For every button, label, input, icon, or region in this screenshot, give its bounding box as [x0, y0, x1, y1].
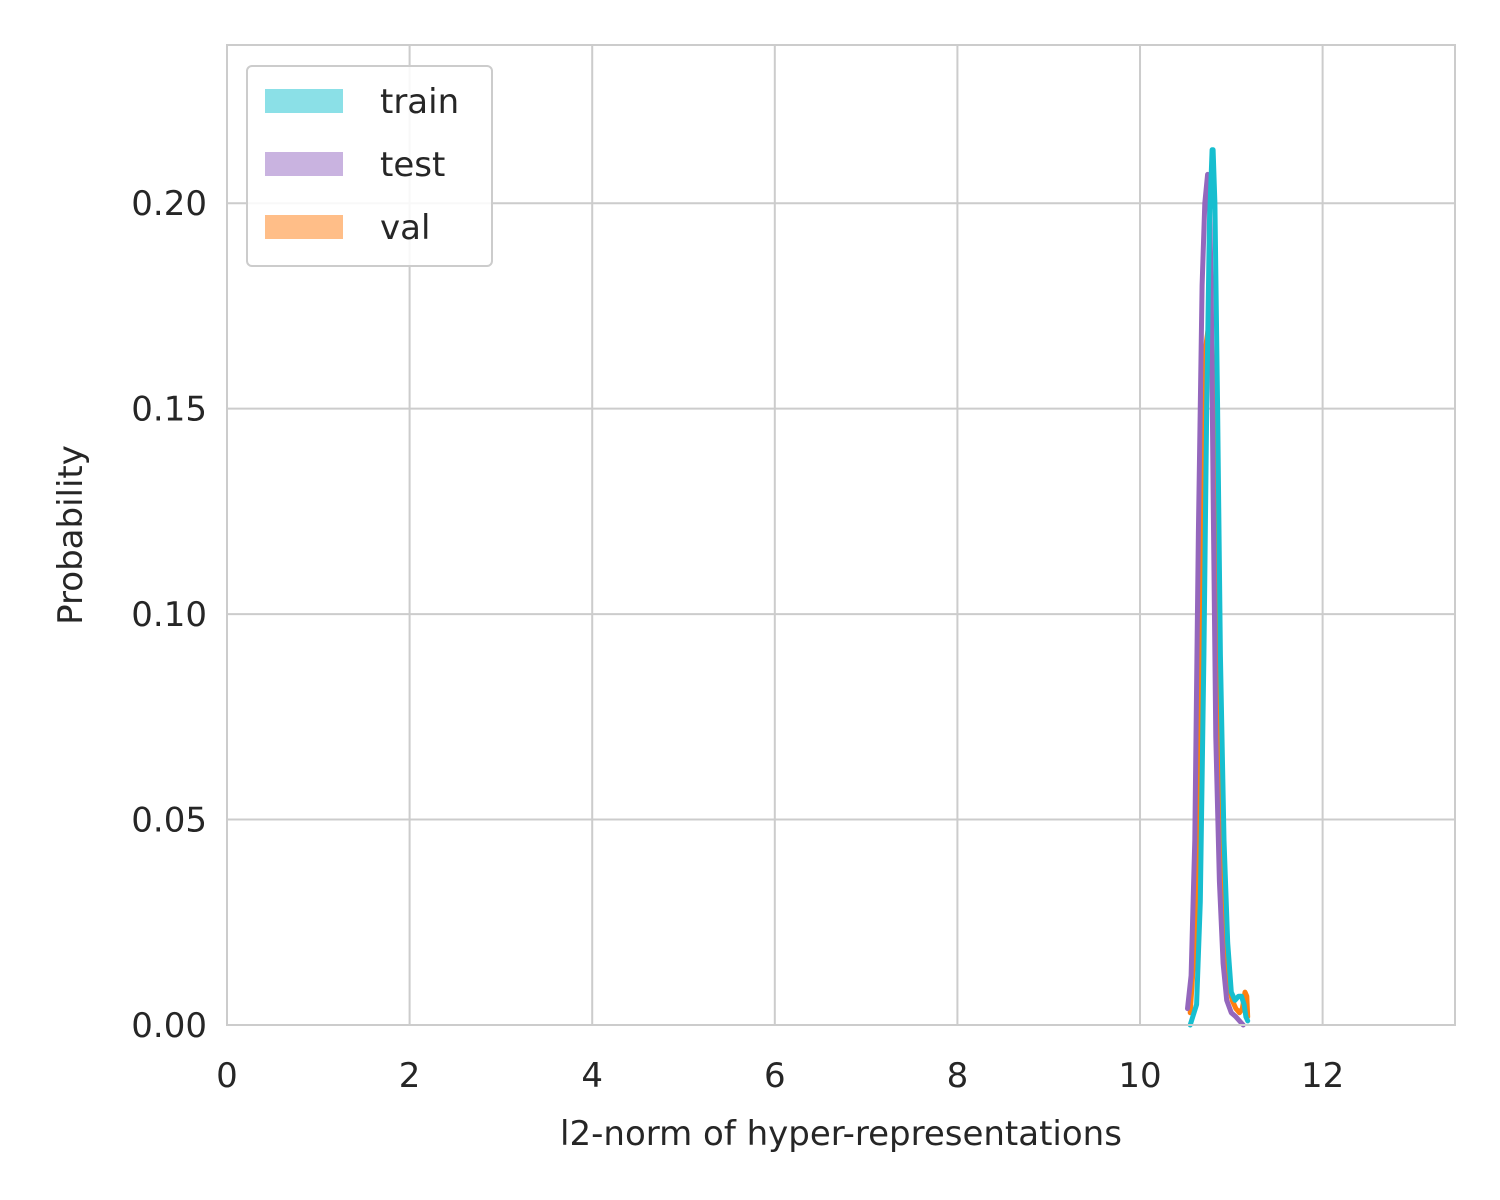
x-tick-label: 0	[216, 1056, 238, 1096]
x-axis-ticks: 0 2 4 6 8 10 12	[216, 1056, 1344, 1096]
series-line-test	[1185, 171, 1246, 1028]
legend: train test val	[246, 65, 493, 267]
legend-swatch-val	[265, 215, 343, 239]
legend-label-train: train	[380, 82, 459, 122]
x-tick-label: 8	[947, 1056, 969, 1096]
x-tick-label: 6	[764, 1056, 786, 1096]
y-tick-label: 0.00	[131, 1006, 207, 1046]
y-axis-ticks: 0.00 0.05 0.10 0.15 0.20	[131, 184, 207, 1046]
y-axis-label: Probability	[51, 445, 91, 625]
x-tick-label: 2	[399, 1056, 421, 1096]
y-tick-label: 0.20	[131, 184, 207, 224]
series-layer	[1185, 147, 1251, 1028]
y-tick-label: 0.15	[131, 390, 207, 430]
x-axis-label: l2-norm of hyper-representations	[560, 1114, 1122, 1154]
y-tick-label: 0.05	[131, 801, 207, 841]
y-tick-label: 0.10	[131, 595, 207, 635]
x-tick-label: 10	[1118, 1056, 1161, 1096]
legend-swatch-test	[265, 152, 343, 176]
x-tick-label: 12	[1301, 1056, 1344, 1096]
plot-area-frame	[226, 44, 1456, 1026]
x-tick-label: 4	[581, 1056, 603, 1096]
legend-label-test: test	[380, 145, 445, 185]
legend-swatch-train	[265, 89, 343, 113]
series-line-train	[1187, 147, 1251, 1028]
legend-label-val: val	[380, 208, 430, 248]
